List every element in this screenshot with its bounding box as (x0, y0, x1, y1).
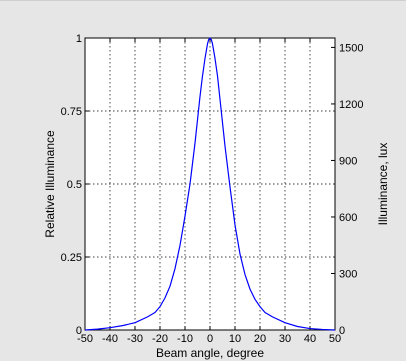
x-tick-label: -10 (177, 333, 193, 345)
x-tick-label: 30 (279, 333, 291, 345)
x-tick-label: -30 (127, 333, 143, 345)
x-tick-label: 50 (329, 333, 341, 345)
x-tick-label: 10 (229, 333, 241, 345)
y2-tick-label: 1500 (339, 42, 363, 54)
y-tick-label: 0.5 (67, 179, 82, 191)
y2-tick-label: 300 (339, 268, 357, 280)
y2-tick-label: 1200 (339, 99, 363, 111)
x-tick-label: 40 (304, 333, 316, 345)
series-line-0 (84, 37, 336, 331)
x-tick-label: -50 (77, 333, 93, 345)
y2-tick-label: 0 (339, 325, 345, 337)
y2-tick-label: 900 (339, 155, 357, 167)
y-tick-label: 1 (76, 33, 82, 45)
y2-axis-label: Illuminance, lux (376, 143, 390, 226)
x-tick-label: 20 (254, 333, 266, 345)
y-tick-label: 0 (76, 325, 82, 337)
x-tick-label: -40 (102, 333, 118, 345)
y-tick-label: 0.25 (61, 252, 82, 264)
x-tick-label: 0 (207, 333, 213, 345)
y-axis-label: Relative Illuminance (43, 130, 57, 238)
y-tick-label: 0.75 (61, 106, 82, 118)
x-tick-label: -20 (152, 333, 168, 345)
y2-tick-label: 600 (339, 212, 357, 224)
x-axis-label: Beam angle, degree (156, 346, 264, 360)
